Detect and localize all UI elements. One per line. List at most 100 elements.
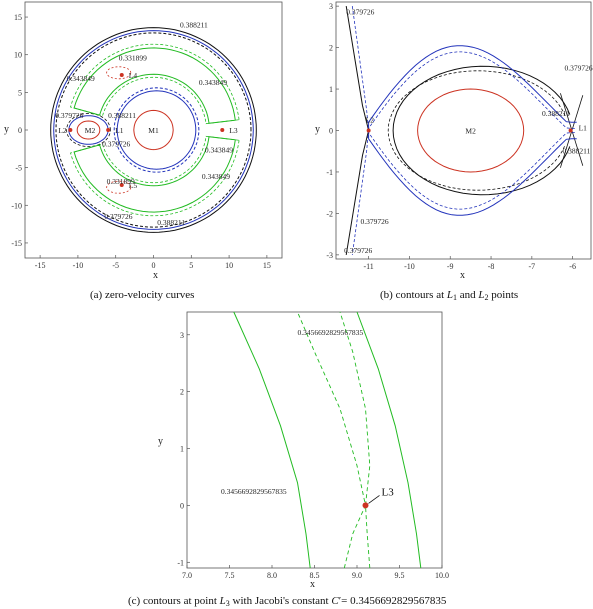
panel-b-xtick-label: -7 — [529, 262, 536, 271]
panel-b-caption-part: L — [446, 289, 453, 301]
panel-a-ylabel: y — [4, 124, 9, 135]
panel-c-caption-part: with Jacobi's constant — [230, 595, 332, 607]
panel-b-contour-label: 0.379726 — [344, 246, 372, 255]
panel-c-caption-part: L — [219, 595, 226, 607]
panel-a-contour-label: 0.379726 — [102, 140, 130, 149]
panel-b-caption-part: (b) contours at — [380, 289, 447, 301]
panel-b-lagrange-point — [568, 128, 573, 133]
panel-b-caption: (b) contours at L1 and L2 points — [380, 289, 518, 302]
panel-a-contour-label: 0.343849 — [202, 172, 230, 181]
panel-a-l4-loop — [106, 66, 132, 80]
panel-b-ytick-label: 1 — [329, 85, 333, 94]
panel-b-xtick-label: -10 — [404, 262, 415, 271]
panel-a-lagrange-point — [119, 182, 124, 187]
panel-a-lagrange-point — [106, 128, 111, 132]
panel-b-ytick-label: -1 — [326, 168, 333, 177]
panel-a-xtick-label: -5 — [112, 261, 119, 270]
panel-a-contour-label: 0.379726 — [55, 111, 83, 120]
panel-b-black-contour — [392, 65, 571, 196]
panel-b-ytick-label: -3 — [326, 251, 333, 260]
panel-a-m1-contour — [133, 109, 174, 151]
panel-a-ytick-label: 10 — [14, 51, 22, 60]
panel-a-contour-label: 0.388211 — [157, 218, 185, 227]
panel-a-lagrange-label: L3 — [229, 126, 238, 135]
panel-a-green-dashed-upper — [69, 43, 240, 125]
panel-b-caption-part: and — [457, 289, 478, 301]
panel-b-lagrange-point — [366, 128, 371, 133]
panel-a-contour-label: 0.343849 — [199, 78, 227, 87]
panel-c-lagrange-point — [362, 502, 369, 509]
panel-c-caption-part: C — [331, 595, 339, 607]
panel-b-body-label: M2 — [465, 127, 476, 136]
panel-a-green-dashed-lower — [69, 135, 240, 217]
panel-b-ytick-label: -2 — [326, 209, 333, 218]
panel-a-ytick-label: 15 — [14, 13, 22, 22]
panel-a-m2-inner-contour — [76, 120, 101, 140]
panel-b-contour-label: 0.379726 — [564, 63, 592, 72]
panel-c-xtick-label: 9.5 — [395, 571, 405, 580]
panel-b-caption-part: L — [477, 289, 484, 301]
panel-c-lagrange-label: L3 — [382, 486, 395, 498]
panel-c-contour-label: 0.3456692829567835 — [298, 328, 364, 337]
panel-b-m2-contour — [417, 88, 525, 173]
panel-b-ytick-label: 2 — [329, 44, 333, 53]
panel-c-caption-part: 3 — [226, 599, 230, 608]
panel-c-caption: (c) contours at point L3 with Jacobi's c… — [128, 595, 447, 608]
panel-b-xtick-label: -11 — [363, 262, 373, 271]
panel-c-ytick-label: 2 — [180, 388, 184, 397]
panel-a-ytick-label: 0 — [18, 126, 22, 135]
panel-b-blue-contour-lower — [368, 130, 577, 216]
panel-a-contour-label: 0.379726 — [104, 212, 132, 221]
panel-c-xtick-label: 8.0 — [267, 571, 277, 580]
panel-a-xlabel: x — [153, 270, 158, 281]
panel-a-ytick-label: -15 — [11, 239, 22, 248]
panel-b-blue-dashed-lower — [368, 130, 577, 210]
panel-c-l3-arrow — [368, 495, 380, 504]
panel-c-ylabel: y — [158, 436, 163, 447]
panel-a-contour-label: 0.388211 — [108, 111, 136, 120]
panel-c-frame — [186, 311, 443, 569]
panel-a-lagrange-label: L4 — [129, 71, 138, 80]
panel-a-contour-label: 0.331899 — [107, 177, 135, 186]
panel-c-ytick-label: -1 — [177, 558, 184, 567]
panel-b-lagrange-label: L1 — [579, 124, 588, 133]
panel-a-outer-contour — [53, 30, 254, 230]
panel-b-contour-label: 0.379726 — [346, 7, 374, 16]
panel-b-xtick-label: -6 — [569, 262, 576, 271]
panel-b-caption-part: 1 — [453, 293, 457, 302]
panel-a-xtick-label: 10 — [225, 261, 233, 270]
panel-a-m2-contour — [66, 112, 111, 148]
panel-b-xtick-label: -8 — [488, 262, 495, 271]
panel-a-contour-label: 0.388211 — [180, 21, 208, 30]
panel-a-lagrange-point — [220, 128, 225, 132]
panel-a-outer-contour — [50, 27, 257, 233]
panel-b-caption-part: points — [489, 289, 519, 301]
panel-c-ytick-label: 0 — [180, 501, 184, 510]
panel-a-lagrange-label: L5 — [129, 181, 138, 190]
panel-a-xtick-label: -10 — [73, 261, 84, 270]
panel-c-xtick-label: 9.0 — [352, 571, 362, 580]
panel-a-lagrange-label: L1 — [115, 126, 124, 135]
panel-c-xtick-label: 7.0 — [182, 571, 192, 580]
panel-b-ytick-label: 0 — [329, 127, 333, 136]
panel-c-left-contour — [233, 311, 311, 569]
panel-b-ylabel: y — [315, 124, 320, 135]
panel-c-dashed-contour — [297, 311, 366, 569]
panel-c-xtick-label: 7.5 — [225, 571, 235, 580]
panel-a-ytick-label: 5 — [18, 88, 22, 97]
panel-b-xtick-label: -9 — [447, 262, 454, 271]
panel-b-blue-contour-upper — [368, 45, 577, 131]
panel-a-lagrange-point — [68, 128, 73, 132]
panel-b-contour-label: 0.388211 — [542, 109, 570, 118]
panel-b-lagrange-label: L2 — [366, 116, 375, 125]
panel-a-xtick-label: 5 — [189, 261, 193, 270]
panel-b-black-dashed-contour — [387, 70, 566, 191]
panel-a-l5-loop — [106, 180, 132, 194]
panel-a-lagrange-label: L2 — [58, 126, 67, 135]
panel-a-contour-label: 0.343849 — [205, 146, 233, 155]
panel-c-caption-part: (c) contours at point — [128, 595, 220, 607]
panel-a-ytick-label: -5 — [15, 164, 22, 173]
